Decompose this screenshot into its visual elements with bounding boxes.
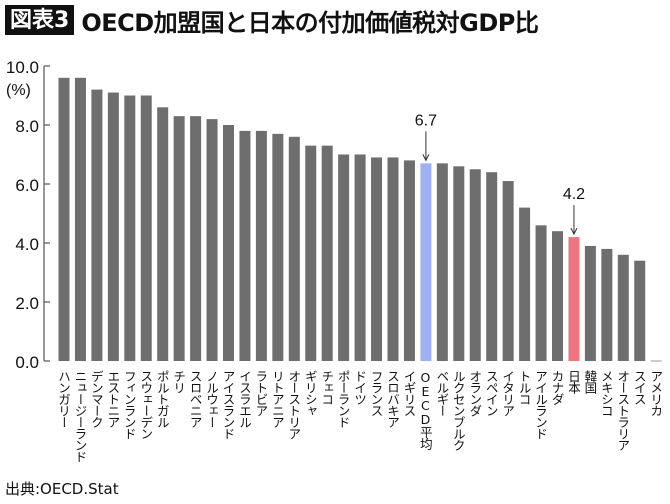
- category-label: ラトビア: [253, 370, 269, 416]
- y-tick-label: 4.0: [15, 235, 39, 254]
- bar-30: [552, 231, 563, 361]
- bar-9: [206, 119, 218, 361]
- y-tick-label: 2.0: [15, 294, 39, 313]
- category-label: カナダ: [549, 370, 565, 405]
- category-label: スロベニア: [187, 370, 203, 428]
- data-label: 4.2: [563, 186, 585, 203]
- bar-13: [272, 133, 284, 361]
- category-label: チェコ: [319, 370, 335, 405]
- y-tick-label: 8.0: [15, 117, 39, 136]
- category-label: ポーランド: [335, 370, 351, 428]
- category-label: リトアニア: [269, 370, 285, 428]
- category-label: スイス: [631, 370, 647, 405]
- source-note: 出典:OECD.Stat: [5, 480, 119, 498]
- category-label: イギリス: [401, 370, 417, 416]
- data-label: 6.7: [415, 112, 437, 129]
- bar-3: [107, 92, 119, 362]
- bar-11: [239, 130, 251, 361]
- bar-14: [288, 136, 300, 361]
- category-label: ニュージーランド: [72, 370, 88, 462]
- category-label: デンマーク: [88, 370, 104, 428]
- category-label: ハンガリー: [56, 370, 71, 428]
- bar-10: [223, 125, 234, 361]
- category-label: スウェーデン: [138, 370, 154, 439]
- bar-7: [173, 116, 185, 362]
- category-label: エストニア: [105, 370, 121, 428]
- category-label: ノルウェー: [204, 370, 220, 428]
- header: 図表3 OECD加盟国と日本の付加価値税対GDP比: [5, 4, 539, 37]
- bar-24: [453, 166, 465, 361]
- category-label: アメリカ: [648, 370, 664, 416]
- category-label: スペイン: [483, 370, 499, 416]
- category-label: フランス: [368, 370, 384, 416]
- category-label: スロバキア: [385, 370, 400, 428]
- bar-17: [338, 154, 350, 361]
- bar-18: [354, 154, 366, 361]
- category-label: アイルランド: [533, 370, 549, 439]
- category-label: チリ: [171, 370, 187, 393]
- category-label: オーストラリア: [615, 370, 631, 451]
- bar-8: [190, 116, 202, 362]
- bar-25: [469, 169, 481, 361]
- y-axis-unit: (%): [6, 82, 31, 99]
- category-label: OECD平均: [417, 370, 433, 449]
- annotation-arrowhead: [422, 154, 430, 162]
- annotation-arrowhead: [570, 227, 578, 236]
- category-label: イスラエル: [236, 370, 252, 428]
- bar-35: [634, 260, 646, 361]
- category-label: フィンランド: [121, 370, 137, 439]
- bar-29: [535, 225, 547, 361]
- y-tick-label: 6.0: [15, 176, 39, 195]
- category-label: メキシコ: [598, 370, 614, 416]
- category-label: アイスランド: [220, 370, 236, 439]
- bar-5: [140, 95, 152, 361]
- bar-1: [74, 77, 86, 362]
- category-label: ポルトガル: [154, 370, 170, 428]
- category-label: ベルギー: [434, 370, 450, 416]
- category-label: ギリシャ: [302, 370, 318, 416]
- category-label: ドイツ: [352, 370, 368, 405]
- bar-6: [157, 107, 169, 361]
- bar-19: [371, 157, 383, 361]
- bar-20: [387, 157, 399, 361]
- y-tick-label: 10.0: [6, 58, 39, 77]
- figure-label: 図表3: [5, 5, 75, 35]
- y-tick-label: 0.0: [15, 353, 39, 372]
- category-label: トルコ: [516, 370, 532, 405]
- category-label: イタリア: [500, 370, 516, 416]
- bar-28: [519, 207, 531, 361]
- bar-16: [321, 145, 333, 361]
- bar-12: [255, 130, 267, 361]
- bar-34: [617, 254, 629, 361]
- category-label: 日本: [565, 370, 581, 393]
- bar-4: [124, 95, 136, 361]
- bar-23: [436, 163, 448, 361]
- bar-26: [486, 172, 498, 361]
- bar-31: [568, 237, 580, 361]
- bar-21: [403, 160, 415, 361]
- bar-22: [420, 163, 432, 361]
- bar-27: [502, 181, 514, 361]
- chart-title: OECD加盟国と日本の付加価値税対GDP比: [81, 8, 539, 37]
- category-label: オーストリア: [286, 370, 302, 439]
- bar-15: [305, 145, 317, 361]
- bar-33: [601, 248, 613, 361]
- category-label: ルクセンブルク: [450, 370, 466, 451]
- category-label: オランダ: [467, 370, 483, 416]
- bar-32: [584, 245, 596, 361]
- bar-0: [58, 77, 70, 362]
- category-label: 韓国: [582, 370, 598, 393]
- bar-2: [91, 89, 103, 361]
